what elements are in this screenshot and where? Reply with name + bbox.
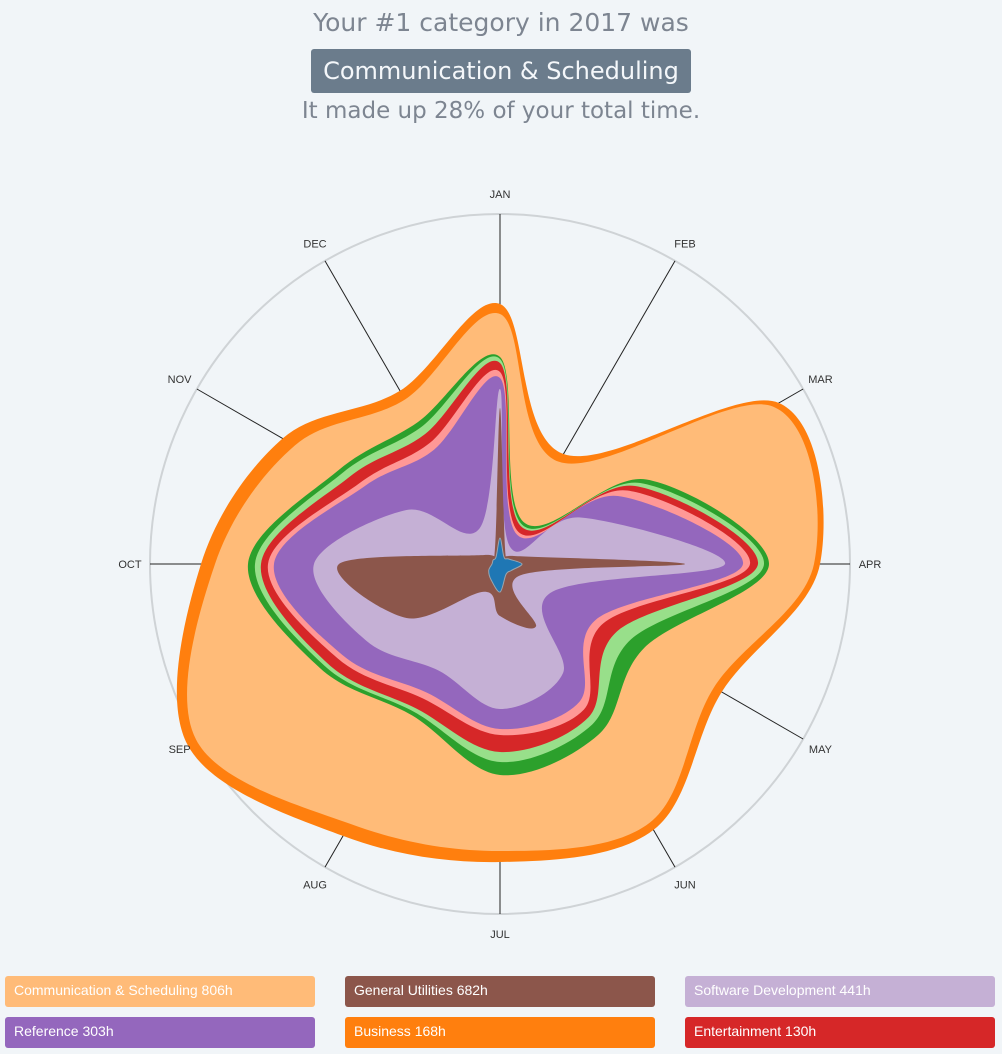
area-series-brown xyxy=(337,408,686,629)
month-label-apr: APR xyxy=(859,559,882,571)
month-label-feb: FEB xyxy=(674,239,695,251)
area-series-light-purple xyxy=(313,388,726,710)
legend-item-reference[interactable]: Reference 303h xyxy=(5,1017,315,1048)
month-label-oct: OCT xyxy=(118,559,142,571)
legend-item-general-utilities[interactable]: General Utilities 682h xyxy=(345,976,655,1007)
area-series-blue xyxy=(488,537,523,593)
legend-item-software-development[interactable]: Software Development 441h xyxy=(685,976,995,1007)
month-label-nov: NOV xyxy=(168,374,193,386)
month-label-aug: AUG xyxy=(303,879,327,891)
month-label-mar: MAR xyxy=(808,374,833,386)
legend-item-business[interactable]: Business 168h xyxy=(345,1017,655,1048)
month-label-may: MAY xyxy=(809,744,833,756)
headline-text: Your #1 category in 2017 was xyxy=(313,8,689,37)
legend-item-entertainment[interactable]: Entertainment 130h xyxy=(685,1017,995,1048)
summary-text: It made up 28% of your total time. xyxy=(301,98,701,124)
month-label-jul: JUL xyxy=(490,929,510,941)
month-label-jun: JUN xyxy=(674,879,695,891)
legend: Communication & Scheduling 806h General … xyxy=(5,976,995,1048)
month-label-sep: SEP xyxy=(169,744,191,756)
legend-item-communication[interactable]: Communication & Scheduling 806h xyxy=(5,976,315,1007)
month-label-dec: DEC xyxy=(303,239,326,251)
month-label-jan: JAN xyxy=(490,189,511,201)
radar-chart: JAN FEB MAR APR MAY JUN JUL AUG SEP OCT NOV DEC xyxy=(118,189,882,941)
top-category-badge: Communication & Scheduling xyxy=(311,49,691,93)
